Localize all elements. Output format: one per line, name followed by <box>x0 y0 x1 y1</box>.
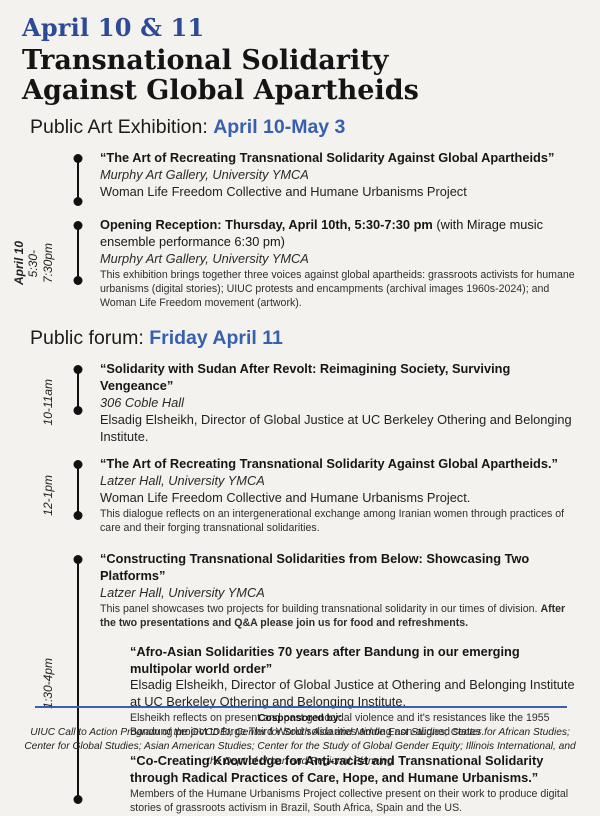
forum-event-art-dialogue: 12-1pm “The Art of Recreating Transnatio… <box>0 455 600 536</box>
timeline-marker <box>56 149 100 202</box>
time-label: 10-11am <box>41 379 56 426</box>
cosponsor-credits: UIUC Call to Action Program of the OVCDE… <box>24 727 576 767</box>
forum-event-sudan: 10-11am “Solidarity with Sudan After Rev… <box>0 360 600 445</box>
poster-title-line2: Against Global Apartheids <box>22 75 419 107</box>
event-venue: Murphy Art Gallery, University YMCA <box>100 250 309 266</box>
sub-event-description: Members of the Humane Urbanisms Project … <box>130 787 569 814</box>
forum-heading-label: Public forum: <box>30 326 150 349</box>
spacer <box>0 202 600 216</box>
opening-reception-event: April 10 5:30- 7:30pm Opening Reception:… <box>0 216 600 311</box>
forum-event-art-dialogue-time: 12-1pm <box>0 455 56 536</box>
spacer <box>0 445 600 455</box>
timeline-marker <box>56 216 100 311</box>
cosponsored-label: Cosponsored by: <box>258 713 342 725</box>
time-label-end: 7:30pm <box>41 243 56 284</box>
forum-event-panel: 1:30-4pm “Constructing Transnational Sol… <box>0 550 600 816</box>
event-presenter: Woman Life Freedom Collective and Humane… <box>100 183 467 199</box>
event-title: “Solidarity with Sudan After Revolt: Rei… <box>100 360 511 393</box>
timeline-line-icon <box>76 368 80 411</box>
poster-header: April 10 & 11 Transnational Solidarity A… <box>0 0 600 107</box>
event-title: “The Art of Recreating Transnational Sol… <box>100 456 558 472</box>
time-label: 1:30-4pm <box>41 657 56 709</box>
forum-section-heading: Public forum: Friday April 11 <box>0 327 600 350</box>
exhibition-event-art: “The Art of Recreating Transnational Sol… <box>0 149 600 202</box>
sub-event-afro-asian: “Afro-Asian Solidarities 70 years after … <box>130 644 582 741</box>
poster-title-line1: Transnational Solidarity <box>22 44 389 76</box>
event-venue: Murphy Art Gallery, University YMCA <box>100 166 309 182</box>
event-title-bold: Opening Reception: Thursday, April 10th,… <box>100 216 433 232</box>
sub-event-title: “Afro-Asian Solidarities 70 years after … <box>130 643 520 676</box>
timeline-line-icon <box>76 224 80 281</box>
event-description: This panel showcases two projects for bu… <box>100 603 582 631</box>
forum-event-sudan-content: “Solidarity with Sudan After Revolt: Rei… <box>100 360 582 445</box>
event-description-regular: This panel showcases two projects for bu… <box>100 602 541 615</box>
event-description: This exhibition brings together three vo… <box>100 268 575 309</box>
event-venue: 306 Coble Hall <box>100 394 184 410</box>
opening-reception-time-label: April 10 5:30- 7:30pm <box>0 216 56 311</box>
poster-title: Transnational Solidarity Against Global … <box>22 44 576 107</box>
exhibition-event-art-label <box>0 149 56 202</box>
exhibition-heading-label: Public Art Exhibition: <box>30 115 214 138</box>
event-presenter: Woman Life Freedom Collective and Humane… <box>100 490 471 506</box>
poster-footer: Cosponsored by: UIUC Call to Action Prog… <box>0 706 600 769</box>
timeline-marker <box>56 550 100 816</box>
sub-event-presenter: Elsadig Elsheikh, Director of Global Jus… <box>130 677 575 710</box>
time-label-start: 5:30- <box>26 249 41 277</box>
event-title-rest: (with Mirage music ensemble performance … <box>100 216 543 249</box>
time-label: 12-1pm <box>41 475 56 517</box>
event-presenter: Elsadig Elsheikh, Director of Global Jus… <box>100 411 572 444</box>
header-dates: April 10 & 11 <box>22 13 205 42</box>
forum-event-art-dialogue-content: “The Art of Recreating Transnational Sol… <box>100 455 582 536</box>
exhibition-heading-dates: April 10-May 3 <box>213 115 346 138</box>
forum-event-panel-content: “Constructing Transnational Solidarities… <box>100 550 582 816</box>
event-poster: April 10 & 11 Transnational Solidarity A… <box>0 0 600 777</box>
event-title: “The Art of Recreating Transnational Sol… <box>100 149 555 165</box>
event-venue: Latzer Hall, University YMCA <box>100 473 265 489</box>
timeline-line-icon <box>76 464 80 517</box>
timeline-marker <box>56 455 100 536</box>
forum-event-panel-time: 1:30-4pm <box>0 550 56 816</box>
timeline-line-icon <box>76 559 80 800</box>
event-description-bold: After the two presentations and Q&A plea… <box>100 602 566 629</box>
exhibition-event-art-content: “The Art of Recreating Transnational Sol… <box>100 149 582 202</box>
timeline-line-icon <box>76 157 80 202</box>
sub-event-description: Elsheikh reflects on present and past ge… <box>130 712 550 739</box>
event-title: “Constructing Transnational Solidarities… <box>100 551 530 583</box>
time-label-date: April 10 <box>11 241 26 286</box>
event-description: This dialogue reflects on an intergenera… <box>100 508 565 535</box>
event-title: Opening Reception: Thursday, April 10th,… <box>100 217 582 251</box>
forum-event-sudan-time: 10-11am <box>0 360 56 445</box>
spacer <box>0 536 600 550</box>
timeline-marker <box>56 360 100 445</box>
footer-divider <box>35 706 567 709</box>
opening-reception-content: Opening Reception: Thursday, April 10th,… <box>100 216 582 311</box>
exhibition-section-heading: Public Art Exhibition: April 10-May 3 <box>0 116 600 139</box>
forum-heading-dates: Friday April 11 <box>149 326 283 349</box>
event-venue: Latzer Hall, University YMCA <box>100 584 265 600</box>
